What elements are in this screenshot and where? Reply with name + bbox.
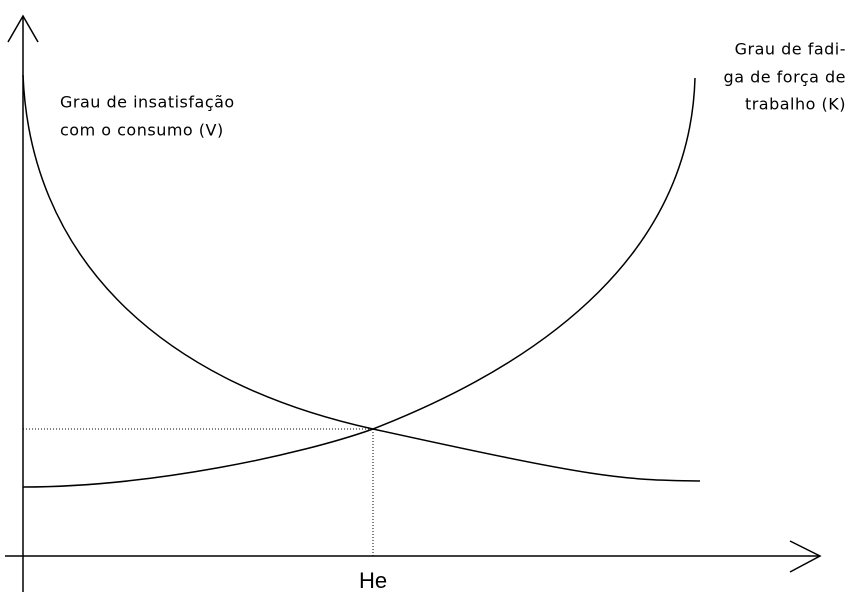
- x-axis-arrow: [789, 540, 822, 573]
- y-axis-arrow: [7, 14, 39, 43]
- k-curve-label: ga de força de: [724, 68, 846, 87]
- k-curve-label: Grau de fadi-: [735, 40, 846, 59]
- v-curve-label: com o consumo (V): [60, 121, 224, 140]
- v-curve: [22, 74, 701, 482]
- k-curve: [22, 77, 696, 488]
- equilibrium-label: He: [359, 568, 387, 593]
- k-curve-label: trabalho (K): [745, 95, 846, 114]
- v-curve-label: Grau de insatisfação: [60, 93, 235, 112]
